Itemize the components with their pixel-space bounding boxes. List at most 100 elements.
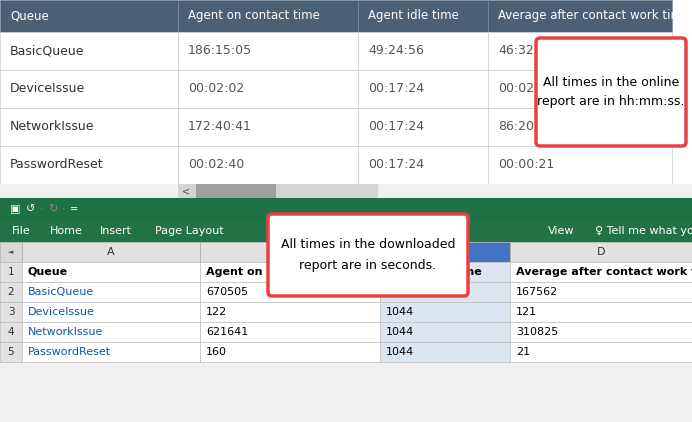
Bar: [0, 0, 692, 184]
Bar: [22, 342, 200, 362]
Text: Queue: Queue: [10, 10, 48, 22]
Bar: [22, 302, 200, 322]
Text: 167562: 167562: [516, 287, 558, 297]
Text: ↻: ↻: [48, 204, 57, 214]
Text: DeviceIssue: DeviceIssue: [28, 307, 95, 317]
Bar: [22, 322, 200, 342]
Text: 00:02:40: 00:02:40: [188, 159, 244, 171]
FancyBboxPatch shape: [268, 214, 468, 296]
Bar: [0, 198, 692, 220]
Text: BasicQueue: BasicQueue: [28, 287, 94, 297]
Bar: [0, 184, 692, 198]
Text: Agent on contact time: Agent on contact time: [206, 267, 345, 277]
Bar: [200, 282, 380, 302]
Bar: [510, 322, 692, 342]
Bar: [0, 322, 22, 342]
Bar: [22, 262, 200, 282]
Bar: [488, 70, 672, 108]
Text: 177896: 177896: [386, 287, 428, 297]
Text: 3: 3: [8, 307, 15, 317]
Bar: [510, 262, 692, 282]
Bar: [22, 282, 200, 302]
Bar: [200, 322, 380, 342]
Bar: [178, 32, 358, 70]
Bar: [200, 262, 380, 282]
Text: Average after contact work time: Average after contact work time: [516, 267, 692, 277]
Text: =: =: [70, 204, 78, 214]
Text: 00:02:02: 00:02:02: [188, 82, 244, 95]
Text: All times in the online
report are in hh:mm:ss.: All times in the online report are in hh…: [537, 76, 684, 108]
Text: View: View: [548, 226, 574, 236]
Text: Home: Home: [50, 226, 83, 236]
Text: Agent idle time: Agent idle time: [386, 267, 482, 277]
Text: 1: 1: [8, 267, 15, 277]
Bar: [0, 32, 178, 70]
Bar: [510, 342, 692, 362]
Text: 122: 122: [206, 307, 227, 317]
Bar: [488, 108, 672, 146]
Text: 00:02:01: 00:02:01: [498, 82, 554, 95]
Text: ·: ·: [40, 204, 44, 214]
Bar: [380, 342, 510, 362]
Text: 621641: 621641: [206, 327, 248, 337]
Bar: [0, 362, 692, 422]
Bar: [0, 282, 22, 302]
Bar: [380, 282, 510, 302]
Text: PasswordReset: PasswordReset: [10, 159, 104, 171]
Bar: [488, 146, 672, 184]
Text: ▣: ▣: [10, 204, 21, 214]
Bar: [488, 32, 672, 70]
Text: 00:17:24: 00:17:24: [368, 121, 424, 133]
Text: 186:15:05: 186:15:05: [188, 44, 252, 57]
Bar: [178, 108, 358, 146]
Bar: [358, 108, 488, 146]
Text: BasicQueue: BasicQueue: [10, 44, 84, 57]
Bar: [200, 342, 380, 362]
Bar: [0, 242, 22, 262]
Text: 00:00:21: 00:00:21: [498, 159, 554, 171]
Text: ♀ Tell me what you want to: ♀ Tell me what you want to: [595, 226, 692, 236]
Text: 1044: 1044: [386, 307, 415, 317]
Text: Average after contact work time: Average after contact work time: [498, 10, 689, 22]
Text: 4: 4: [8, 327, 15, 337]
Text: D: D: [597, 247, 606, 257]
Bar: [380, 322, 510, 342]
Bar: [380, 302, 510, 322]
Bar: [510, 302, 692, 322]
Text: Page Layout: Page Layout: [155, 226, 224, 236]
Text: DeviceIssue: DeviceIssue: [10, 82, 85, 95]
Text: 670505: 670505: [206, 287, 248, 297]
Bar: [380, 242, 510, 262]
Bar: [358, 70, 488, 108]
Text: 310825: 310825: [516, 327, 558, 337]
Text: 21: 21: [516, 347, 530, 357]
Bar: [488, 0, 672, 32]
Text: PasswordReset: PasswordReset: [28, 347, 111, 357]
Bar: [178, 146, 358, 184]
Text: 5: 5: [8, 347, 15, 357]
Text: 172:40:41: 172:40:41: [188, 121, 252, 133]
Bar: [0, 302, 22, 322]
Bar: [358, 146, 488, 184]
Bar: [200, 242, 380, 262]
Bar: [510, 242, 692, 262]
Text: ◄: ◄: [8, 249, 14, 255]
Text: ↺: ↺: [26, 204, 35, 214]
Text: B: B: [286, 247, 294, 257]
Text: Agent idle time: Agent idle time: [368, 10, 459, 22]
Text: 00:17:24: 00:17:24: [368, 82, 424, 95]
Text: 160: 160: [206, 347, 227, 357]
Bar: [0, 220, 692, 242]
Text: 1044: 1044: [386, 347, 415, 357]
Text: 121: 121: [516, 307, 537, 317]
Bar: [200, 302, 380, 322]
Bar: [0, 0, 178, 32]
Text: Insert: Insert: [100, 226, 132, 236]
Text: 1044: 1044: [386, 327, 415, 337]
Bar: [358, 0, 488, 32]
Text: 49:24:56: 49:24:56: [368, 44, 424, 57]
Bar: [178, 0, 358, 32]
Text: NetworkIssue: NetworkIssue: [10, 121, 95, 133]
Text: File: File: [12, 226, 30, 236]
Bar: [178, 184, 378, 198]
